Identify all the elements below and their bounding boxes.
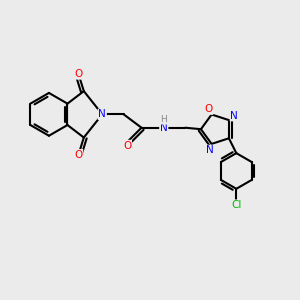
Text: O: O <box>205 104 213 114</box>
Text: O: O <box>74 150 83 160</box>
Text: O: O <box>123 140 131 151</box>
Text: N: N <box>98 109 106 119</box>
Text: Cl: Cl <box>231 200 242 210</box>
Text: N: N <box>206 146 214 155</box>
Text: N: N <box>160 123 168 133</box>
Text: O: O <box>74 69 83 79</box>
Text: H: H <box>160 115 167 124</box>
Text: N: N <box>230 111 238 121</box>
